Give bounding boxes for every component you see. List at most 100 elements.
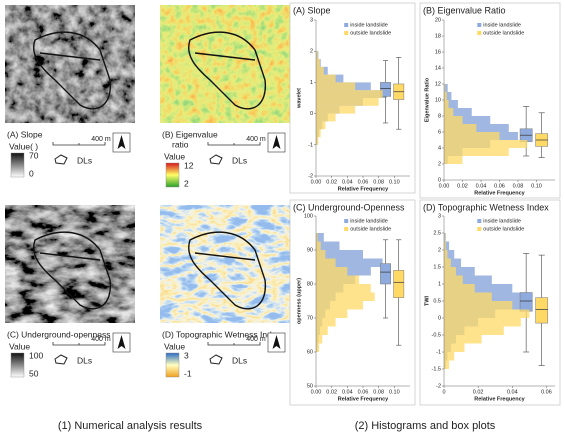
histogram-bar	[444, 148, 509, 156]
histogram-bar	[444, 242, 446, 251]
y-tick-label: -1.5	[432, 366, 441, 372]
y-tick-label: 1	[310, 80, 313, 86]
y-tick-label: 20	[435, 17, 441, 23]
y-tick-label: 90	[307, 247, 313, 253]
y-tick-label: 100	[304, 213, 313, 219]
histogram-bar	[316, 121, 325, 129]
histogram-bar	[444, 250, 447, 259]
y-tick-label: -1	[436, 349, 441, 355]
histogram-bar	[444, 301, 512, 310]
x-axis-label: Relative Frequency	[338, 396, 389, 402]
histogram-bar	[444, 100, 449, 108]
histogram-bar	[316, 75, 336, 83]
y-tick-label: 0	[438, 315, 441, 321]
x-tick-label: 0.04	[342, 179, 353, 185]
legend-min: 50	[29, 368, 39, 378]
histogram-bar	[316, 301, 363, 310]
legend-swatch	[477, 219, 481, 223]
y-tick-label: 12	[435, 81, 441, 87]
x-tick-label: 0.00	[311, 389, 322, 395]
histogram-bar	[316, 106, 355, 114]
legend-label: inside landslide	[350, 22, 388, 28]
x-axis-label: Relative Frequency	[474, 190, 525, 196]
scale-label: 400 m	[246, 136, 266, 143]
chart-title: (D) Topographic Wetness Index	[423, 202, 549, 212]
y-tick-label: 16	[435, 49, 441, 55]
scale-label: 400 m	[91, 336, 111, 343]
histogram-bar	[444, 361, 449, 370]
histogram-bar	[316, 137, 318, 145]
histogram-bar	[316, 90, 383, 98]
legend-title: Value	[164, 151, 185, 161]
histogram-bar	[316, 114, 336, 122]
histogram-bar	[316, 335, 322, 344]
box	[520, 293, 532, 312]
x-tick-label: 0.08	[373, 179, 384, 185]
histogram-bar	[444, 140, 527, 148]
legend-swatch	[477, 227, 481, 231]
map-image	[5, 5, 135, 123]
legend-max: 100	[29, 350, 43, 360]
x-tick-label: 0.08	[373, 389, 384, 395]
y-tick-label: 2	[310, 49, 313, 55]
y-tick-label: 1.5	[433, 264, 441, 270]
x-tick-label: 0.00	[439, 183, 450, 189]
x-tick-label: 0.06	[541, 389, 552, 395]
legend-title: Value	[9, 341, 30, 351]
chart-title: (A) Slope	[293, 5, 331, 15]
y-tick-label: 8	[438, 113, 441, 119]
outline-label: DLs	[77, 355, 92, 365]
y-tick-label: 70	[307, 315, 313, 321]
y-tick-label: 10	[435, 97, 441, 103]
chart-title: (C) Underground-Openness	[293, 202, 405, 212]
histogram-bar	[316, 267, 347, 276]
y-tick-label: 6	[438, 129, 441, 135]
histogram-bar	[444, 352, 454, 361]
legend-ramp	[166, 163, 179, 187]
legend-swatch	[477, 23, 481, 27]
y-tick-label: 18	[435, 33, 441, 39]
histogram-bar	[316, 310, 347, 319]
x-tick-label: 0.10	[389, 179, 400, 185]
y-tick-label: 4	[438, 145, 441, 151]
histogram-bar	[444, 344, 464, 353]
x-tick-label: 0	[442, 389, 445, 395]
legend-max: 12	[184, 160, 194, 170]
outline-symbol	[210, 355, 222, 364]
y-tick-label: 3	[310, 17, 313, 23]
histogram-bar	[444, 327, 504, 336]
histogram-bar	[316, 82, 355, 90]
y-tick-label: 14	[435, 65, 441, 71]
legend-swatch	[477, 31, 481, 35]
legend-swatch	[344, 227, 348, 231]
histogram-bar	[444, 132, 500, 140]
x-tick-label: 0.04	[342, 389, 353, 395]
outline-label: DLs	[232, 155, 247, 165]
caption: (2) Histograms and box plots	[355, 420, 496, 432]
map-image	[160, 205, 290, 323]
y-tick-label: 2	[438, 247, 441, 253]
chart-panels: (A) Slope-2-101230.000.020.040.060.080.1…	[290, 3, 560, 405]
y-tick-label: 0	[310, 111, 313, 117]
x-tick-label: 0.04	[507, 389, 518, 395]
histogram-bar	[444, 259, 451, 268]
histogram-bar	[444, 267, 456, 276]
legend-ramp	[11, 353, 24, 377]
histogram-bar	[444, 335, 482, 344]
y-tick-label: 0.5	[433, 298, 441, 304]
legend-label: inside landslide	[350, 218, 388, 224]
x-tick-label: 0.02	[326, 389, 337, 395]
legend-label: outside landslide	[350, 226, 391, 232]
histogram-bar	[444, 293, 492, 302]
histogram-bar	[444, 284, 475, 293]
x-tick-label: 0.06	[358, 179, 369, 185]
histogram-bar	[316, 129, 321, 137]
legend-swatch	[344, 23, 348, 27]
x-tick-label: 0.08	[513, 183, 524, 189]
histogram-bar	[444, 276, 463, 285]
histogram-bar	[444, 318, 521, 327]
legend-label: inside landslide	[483, 218, 521, 224]
y-tick-label: -0.5	[432, 332, 441, 338]
box	[536, 298, 548, 324]
